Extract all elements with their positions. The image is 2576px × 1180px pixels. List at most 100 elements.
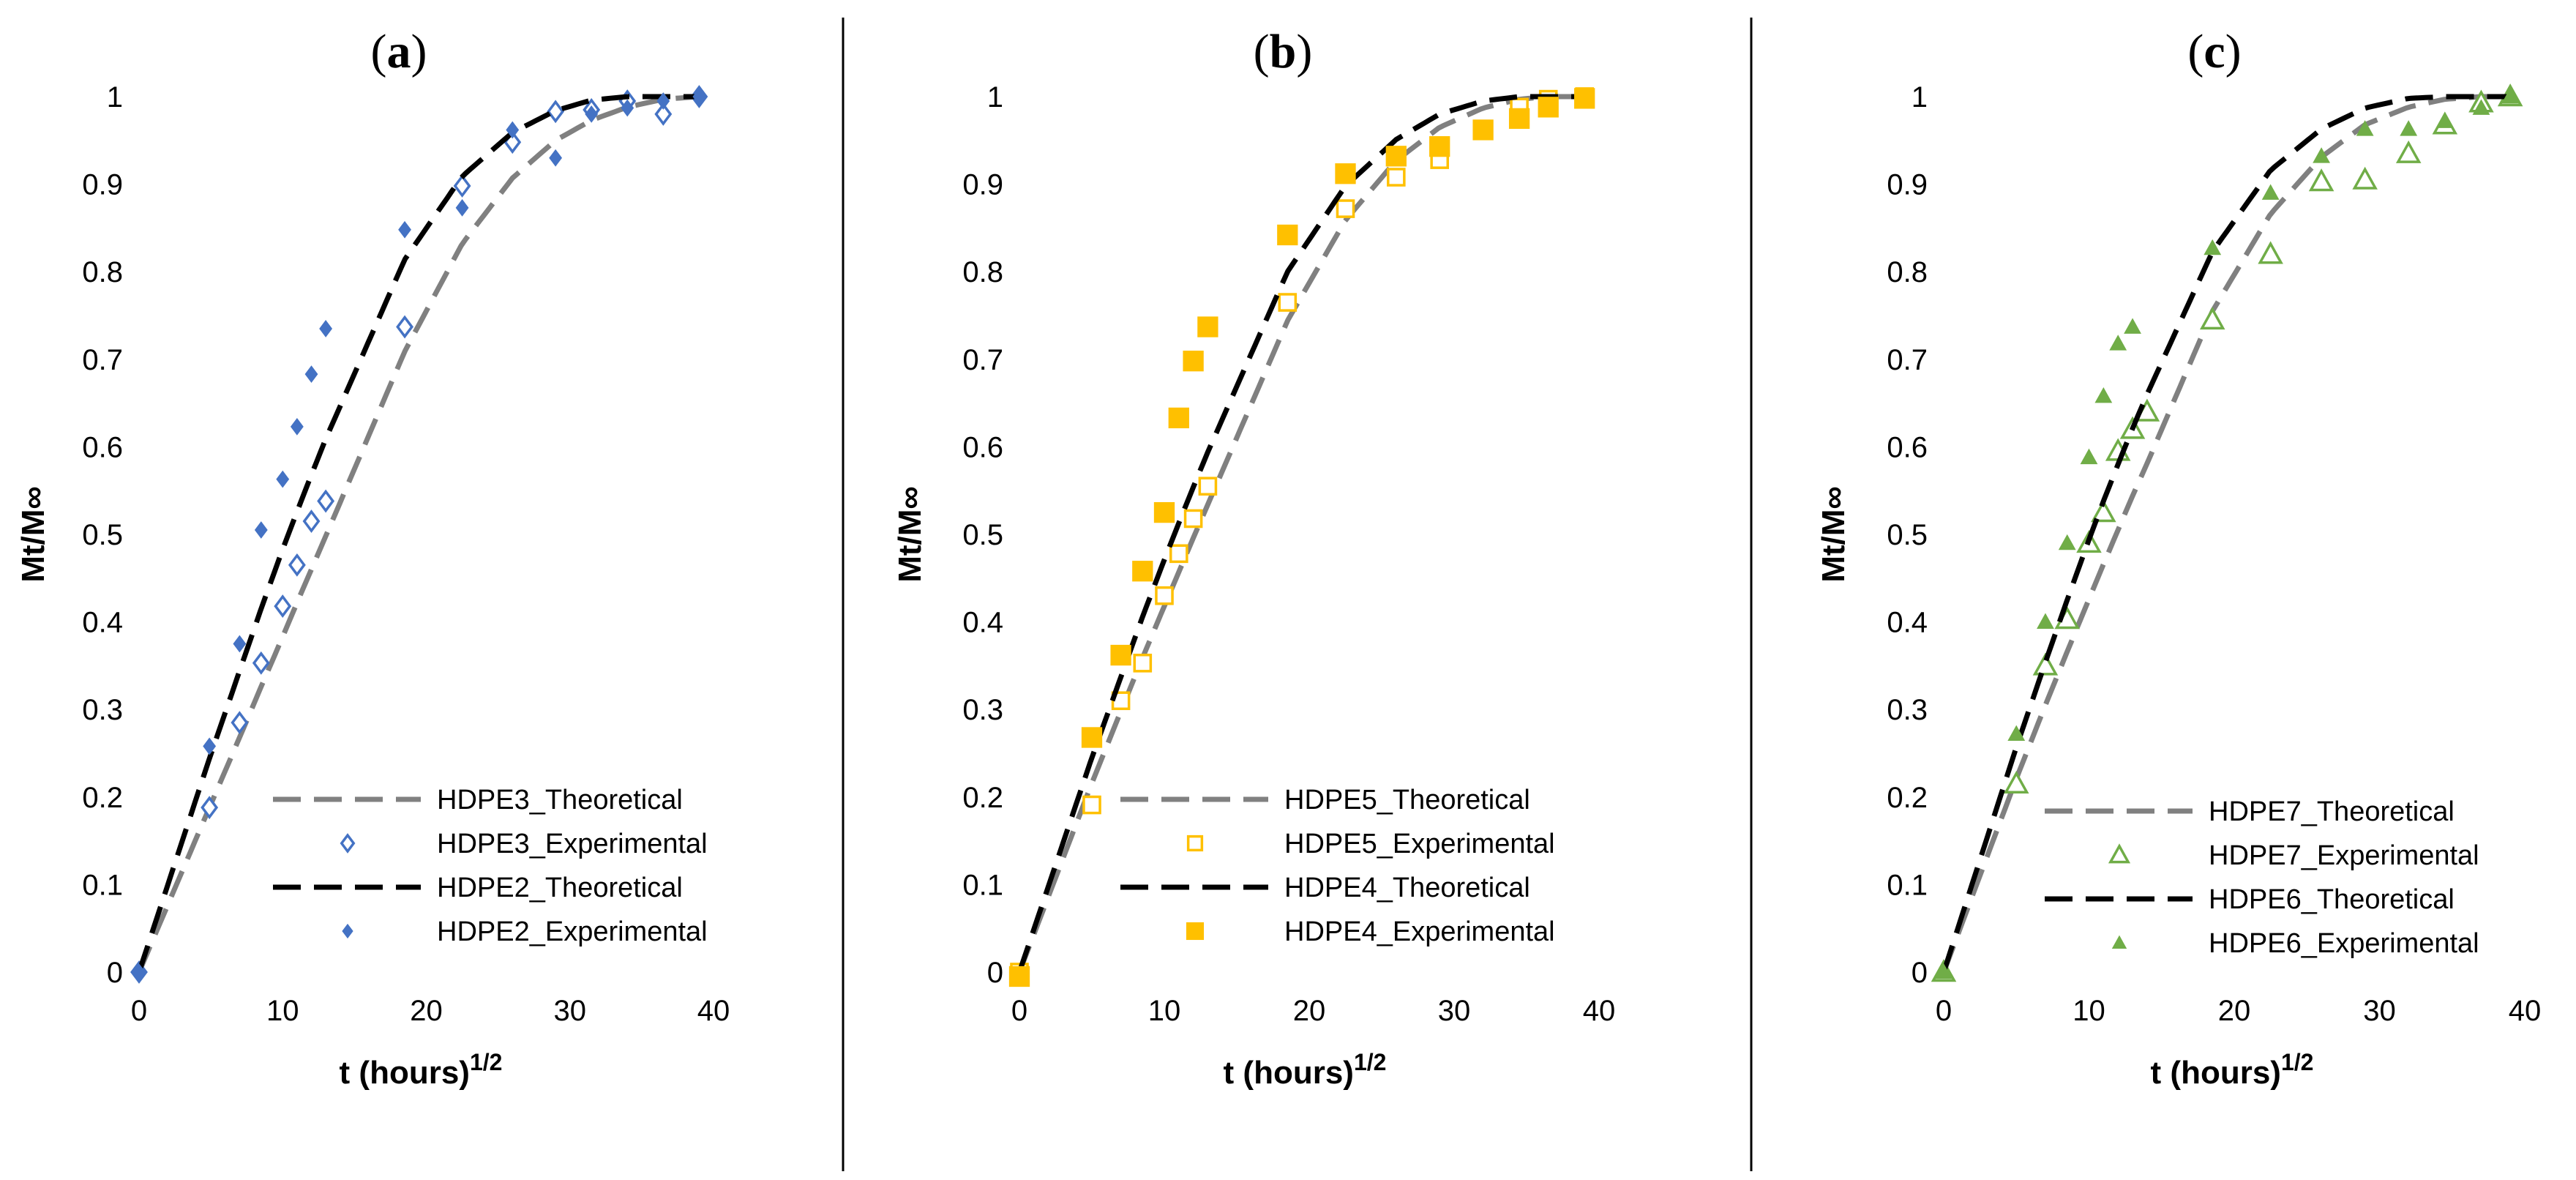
data-point	[1133, 654, 1153, 673]
data-point	[2400, 120, 2418, 136]
x-axis-title-superscript: 1/2	[2281, 1049, 2313, 1075]
y-tick-label: 0.5	[82, 519, 123, 551]
data-point	[1169, 544, 1188, 564]
y-tick-label: 0.7	[82, 344, 123, 376]
theoretical-curve	[136, 94, 700, 974]
data-point	[1183, 351, 1204, 372]
legend: HDPE5_Theoretical HDPE5_Experimental HDPE4…	[1120, 785, 1555, 947]
legend-marker-swatch	[2111, 935, 2127, 949]
x-tick-label: 0	[131, 995, 147, 1027]
panel-title: (b)	[1254, 25, 1313, 78]
legend-label: HDPE4_Experimental	[1284, 916, 1555, 947]
data-point	[1155, 586, 1174, 605]
y-tick-label: 0.4	[1887, 607, 1928, 639]
y-tick-label: 0.2	[82, 782, 123, 814]
data-point	[549, 149, 563, 167]
panel-title: (c)	[2187, 25, 2241, 78]
data-point	[1538, 97, 1559, 118]
data-point	[1387, 168, 1406, 187]
data-point	[274, 594, 292, 618]
chart-panel-c: (c)00.10.20.30.40.50.60.70.80.910 10 20 30 4…	[1816, 25, 2541, 1091]
data-point	[2395, 140, 2422, 163]
data-point	[2313, 147, 2330, 163]
data-point	[547, 100, 565, 124]
legend-marker-swatch	[2108, 843, 2131, 864]
data-point	[317, 489, 335, 513]
y-tick-label: 0.6	[82, 431, 123, 463]
series-HDPE3_Theoretical	[136, 94, 700, 974]
data-point	[1935, 963, 1952, 979]
legend-label: HDPE7_Experimental	[2209, 840, 2479, 871]
panel-title-open-paren: (	[1254, 25, 1270, 78]
data-point	[1508, 108, 1530, 130]
y-tick-label: 0.3	[962, 694, 1003, 726]
data-point	[692, 88, 706, 105]
legend-label: HDPE2_Experimental	[437, 916, 708, 947]
x-axis-title: t (hours)1/2	[1224, 1049, 1387, 1091]
y-tick-label: 0	[987, 957, 1003, 989]
data-point	[453, 174, 471, 198]
data-point	[1153, 501, 1175, 523]
legend-label: HDPE4_Theoretical	[1284, 873, 1530, 903]
panel-title-letter: c	[2204, 25, 2225, 78]
panel-title: (a)	[371, 25, 427, 78]
legend-marker-swatch	[1186, 834, 1204, 852]
data-point	[254, 521, 268, 539]
data-point	[2352, 166, 2378, 190]
x-tick-label: 10	[266, 995, 299, 1027]
x-tick-label: 40	[1583, 995, 1616, 1027]
y-tick-label: 1	[1912, 81, 1928, 113]
x-tick-label: 20	[1293, 995, 1326, 1027]
y-tick-label: 0.9	[962, 169, 1003, 201]
y-axis-title: Mt/M∞	[1816, 486, 1852, 583]
y-tick-label: 0.3	[1887, 694, 1928, 726]
y-tick-label: 0.6	[1887, 431, 1928, 463]
data-point	[2032, 652, 2059, 676]
data-point	[455, 199, 469, 217]
x-axis-title: t (hours)1/2	[2151, 1049, 2314, 1091]
data-point	[233, 635, 247, 653]
y-tick-label: 0.9	[82, 169, 123, 201]
data-point	[1472, 119, 1494, 141]
y-tick-label: 0.8	[962, 256, 1003, 288]
y-tick-label: 0.7	[1887, 344, 1928, 376]
x-tick-label: 0	[1011, 995, 1027, 1027]
data-point	[304, 365, 318, 384]
y-tick-label: 0.1	[82, 869, 123, 901]
data-point	[2109, 335, 2127, 351]
data-point	[252, 651, 270, 675]
series-HDPE4_Experimental	[1008, 88, 1595, 987]
data-point	[1429, 136, 1450, 157]
data-point	[2124, 318, 2141, 334]
data-point	[1082, 795, 1101, 815]
series-HDPE2_Experimental	[132, 88, 706, 981]
x-tick-label: 10	[2073, 995, 2105, 1027]
x-tick-label: 30	[1438, 995, 1471, 1027]
data-point	[654, 102, 673, 126]
legend-marker-swatch	[1186, 922, 1205, 941]
data-point	[2472, 99, 2490, 115]
theoretical-curve	[136, 94, 700, 974]
data-point	[398, 220, 411, 239]
legend-label: HDPE5_Experimental	[1284, 829, 1555, 859]
y-tick-label: 0	[107, 957, 123, 989]
y-tick-label: 0.2	[1887, 782, 1928, 814]
y-tick-label: 0.1	[1887, 869, 1928, 901]
y-tick-label: 0.3	[82, 694, 123, 726]
x-tick-label: 10	[1148, 995, 1181, 1027]
panel-title-close-paren: )	[1296, 25, 1312, 78]
data-point	[621, 99, 634, 117]
x-tick-label: 30	[2363, 995, 2396, 1027]
y-tick-label: 1	[107, 81, 123, 113]
data-point	[231, 711, 249, 735]
data-point	[656, 92, 670, 110]
series-HDPE6_Experimental	[1935, 87, 2520, 979]
charts-layer: (a)00.10.20.30.40.50.60.70.80.910 10 20 30 4…	[15, 25, 2541, 1091]
theoretical-curve	[1941, 94, 2511, 974]
data-point	[2356, 120, 2374, 136]
theoretical-curve	[1941, 94, 2511, 974]
x-tick-label: 20	[410, 995, 443, 1027]
data-point	[1197, 316, 1218, 337]
data-point	[1574, 88, 1595, 109]
